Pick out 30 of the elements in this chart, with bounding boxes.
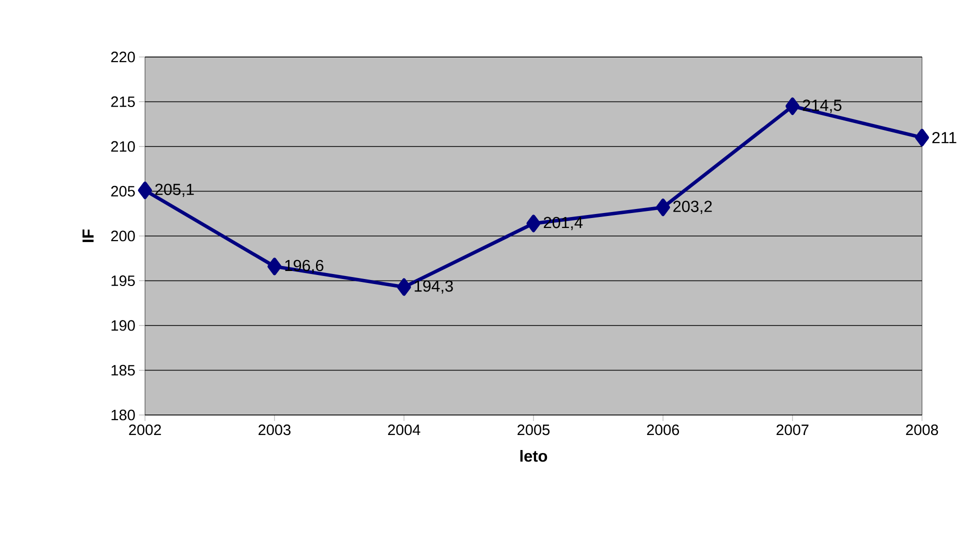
x-axis-title: leto (520, 450, 548, 462)
y-tick-label: 205 (111, 186, 135, 197)
y-tick-label: 195 (112, 275, 135, 286)
y-tick-label: 200 (111, 230, 135, 242)
data-label: 211 (932, 132, 956, 144)
data-label: 214,5 (802, 100, 842, 113)
x-tick-label: 2005 (518, 424, 550, 436)
x-tick-label: 2008 (906, 424, 938, 436)
point (526, 214, 541, 232)
x-tick-label: 2002 (129, 424, 161, 436)
point (656, 198, 670, 216)
data-label: 203,2 (673, 200, 712, 214)
y-tick-label: 185 (112, 364, 135, 376)
data-label: 194,3 (414, 280, 453, 294)
point (138, 182, 152, 200)
x-tick-label: 2007 (776, 424, 808, 436)
x-tick-label: 2006 (647, 424, 680, 436)
point (268, 258, 282, 276)
y-tick-label: 180 (112, 410, 135, 420)
y-tick-label: 215 (111, 96, 135, 108)
point (786, 97, 800, 115)
y-axis-title: IF (82, 229, 94, 242)
x-tick-label: 2003 (258, 424, 291, 436)
point (915, 128, 930, 146)
y-tick-label: 220 (111, 52, 135, 62)
x-tick-label: 2004 (388, 424, 420, 436)
y-tick-label: 210 (111, 141, 135, 152)
point (397, 278, 412, 296)
data-label: 196,6 (285, 260, 324, 274)
y-tick-label: 190 (112, 320, 135, 331)
